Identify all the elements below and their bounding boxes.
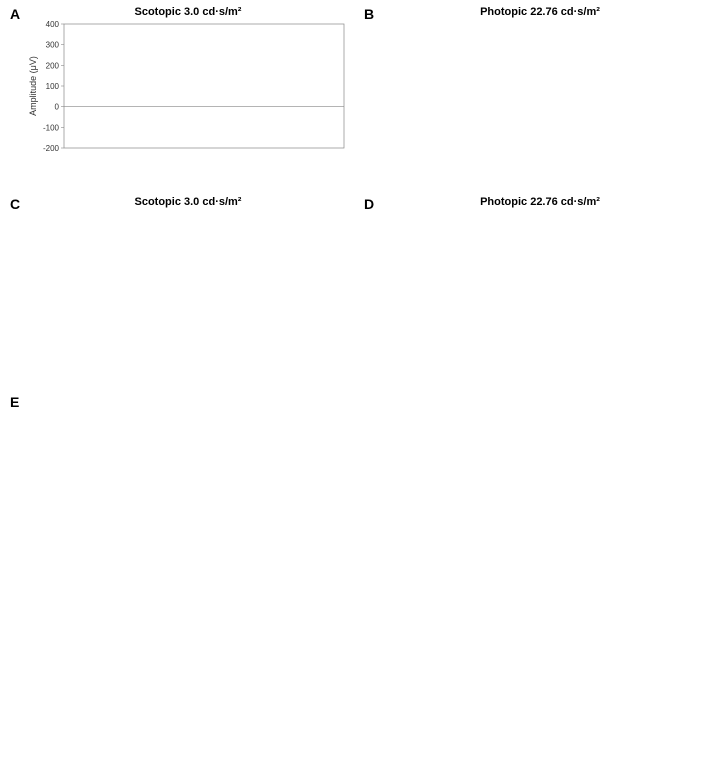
panel-e-label: E <box>10 394 19 410</box>
svg-text:-200: -200 <box>43 144 60 153</box>
chart-a: Scotopic 3.0 cd·s/m² -200 -100 0 100 200 300 4… <box>26 6 350 190</box>
panel-c-label: C <box>10 196 20 212</box>
svg-text:0: 0 <box>55 103 60 112</box>
panel-a-label: A <box>10 6 20 22</box>
chart-c: Scotopic 3.0 cd·s/m² <box>26 196 350 380</box>
svg-text:-100: -100 <box>43 123 60 132</box>
panel-e-waveforms <box>26 400 696 752</box>
chart-d-title: Photopic 22.76 cd·s/m² <box>380 196 700 208</box>
svg-text:100: 100 <box>46 82 60 91</box>
chart-a-title: Scotopic 3.0 cd·s/m² <box>26 6 350 18</box>
panel-b-label: B <box>364 6 374 22</box>
chart-b: Photopic 22.76 cd·s/m² <box>380 6 700 190</box>
chart-d: Photopic 22.76 cd·s/m² <box>380 196 700 380</box>
svg-text:300: 300 <box>46 41 60 50</box>
svg-text:400: 400 <box>46 20 60 29</box>
chart-b-title: Photopic 22.76 cd·s/m² <box>380 6 700 18</box>
panel-d-label: D <box>364 196 374 212</box>
chart-c-title: Scotopic 3.0 cd·s/m² <box>26 196 350 208</box>
svg-text:Amplitude (μV): Amplitude (μV) <box>28 56 38 116</box>
svg-text:200: 200 <box>46 61 60 70</box>
